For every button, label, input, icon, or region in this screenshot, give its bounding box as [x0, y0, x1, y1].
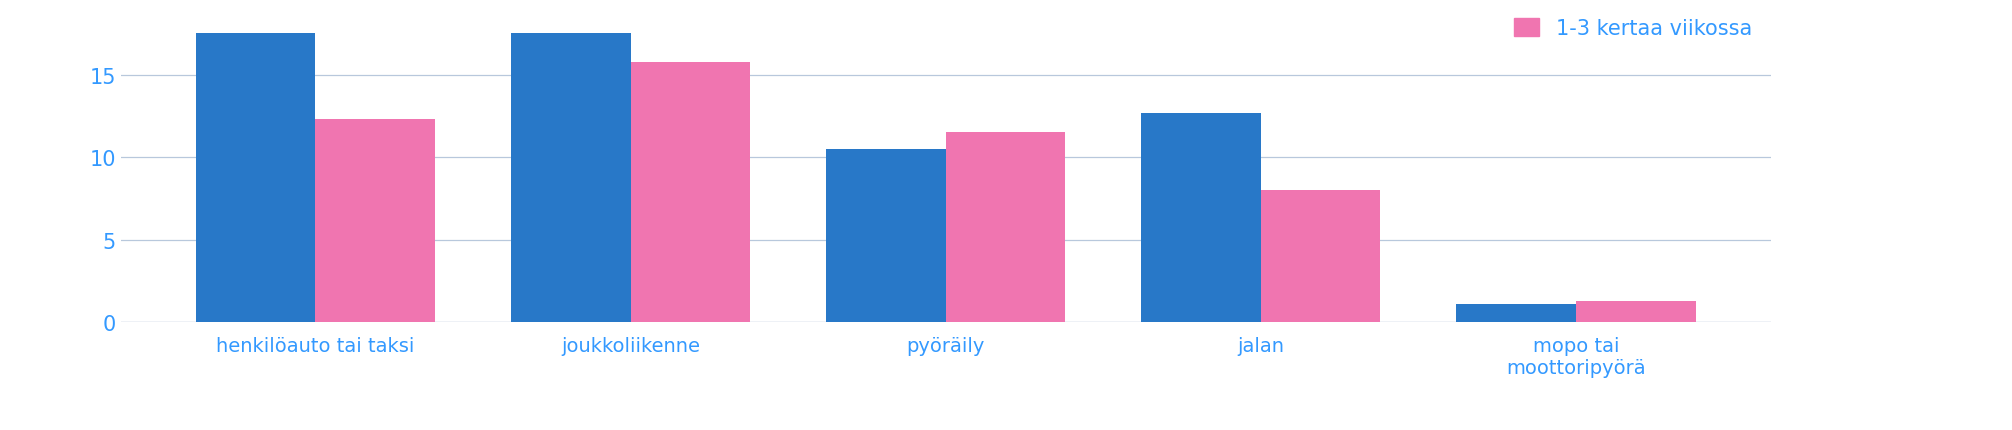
- Legend: 1-3 kertaa viikossa: 1-3 kertaa viikossa: [1505, 10, 1760, 47]
- Bar: [1575, 301, 1696, 322]
- Bar: [946, 133, 1066, 322]
- Bar: [1457, 304, 1575, 322]
- Bar: [825, 150, 946, 322]
- Bar: [511, 1, 630, 322]
- Bar: [630, 62, 750, 322]
- Bar: [316, 120, 435, 322]
- Bar: [1262, 191, 1380, 322]
- Bar: [1141, 114, 1262, 322]
- Bar: [195, 1, 316, 322]
